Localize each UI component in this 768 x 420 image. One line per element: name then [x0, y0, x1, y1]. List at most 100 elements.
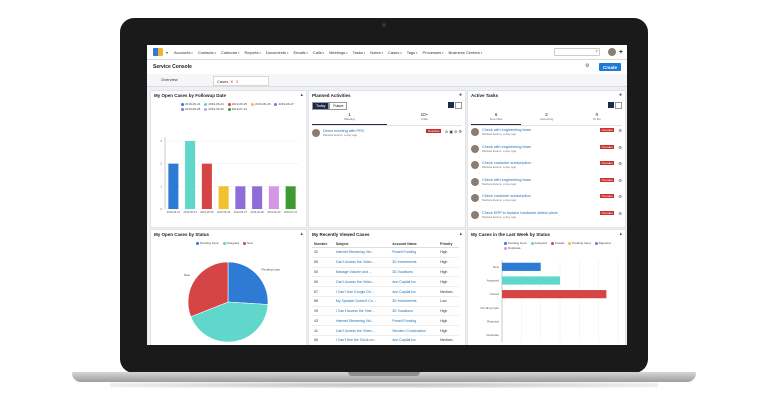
account-link[interactable]: 3D Investments — [390, 257, 439, 268]
collapse-icon[interactable]: ▴ — [300, 92, 303, 98]
table-row[interactable]: 41 Can't Access the Video... Sendero Const… — [312, 325, 459, 337]
nav-item-meetings[interactable]: Meetings — [329, 50, 348, 55]
table-row[interactable]: 57 I Can't Use Google Dri... Ann Capital I… — [312, 286, 459, 297]
bar[interactable] — [502, 276, 560, 285]
pie-slice[interactable] — [190, 301, 269, 343]
table-row[interactable]: 56 I Can't See the Clock on... Ann Capital… — [312, 335, 459, 345]
collapse-icon[interactable]: ● — [458, 92, 462, 98]
legend-entry[interactable]: 2019-07-01 — [227, 107, 247, 111]
collapse-icon[interactable]: ▴ — [459, 231, 462, 237]
delete-icon[interactable]: ⊘ — [454, 129, 458, 134]
table-row[interactable]: 43 Internet Streaming Vid... Powell Fundin… — [312, 315, 459, 327]
column-header[interactable]: Number — [312, 241, 334, 248]
user-avatar[interactable] — [607, 48, 616, 56]
nav-item-business-centers[interactable]: Business Centers — [449, 50, 483, 55]
bar[interactable] — [168, 163, 179, 209]
gear-icon[interactable]: ⚙ — [618, 177, 622, 183]
tab-cases[interactable]: Cases ✕ 2 — [213, 76, 269, 86]
bar[interactable] — [235, 186, 246, 209]
task-title-link[interactable]: Check with engineering team — [482, 177, 531, 182]
nav-item-notes[interactable]: Notes — [370, 50, 383, 55]
tab-today[interactable]: Today — [312, 102, 330, 110]
gear-icon[interactable]: ⚙ — [618, 161, 622, 166]
bar[interactable] — [218, 186, 229, 209]
chevron-down-icon[interactable]: ▾ — [166, 49, 169, 55]
activity-title-link[interactable]: Demo meeting with PRC — [323, 129, 365, 133]
gear-icon[interactable]: ⚙ — [585, 63, 590, 69]
nav-item-cases[interactable]: Cases — [388, 50, 402, 55]
account-link[interactable]: Ann Capital Inc — [390, 286, 439, 297]
task-row[interactable]: Check customer subscription Melissa Evans… — [471, 194, 622, 208]
subject-link[interactable]: Internet Streaming Vid... — [333, 247, 391, 258]
gear-icon[interactable]: ⚙ — [618, 128, 622, 133]
nav-item-accounts[interactable]: Accounts — [174, 50, 193, 55]
subject-link[interactable]: I Can't Use Google Dri... — [333, 286, 391, 297]
account-link[interactable]: Powell Funding — [390, 247, 439, 258]
account-link[interactable]: 3D Investments — [390, 296, 439, 307]
bar[interactable] — [252, 186, 263, 209]
legend-entry[interactable]: 2019-06-21 — [181, 102, 200, 106]
account-link[interactable]: Sendero Construction — [390, 325, 439, 337]
legend-entry[interactable]: Closed — [550, 241, 564, 245]
account-link[interactable]: Ann Capital Inc — [390, 276, 439, 288]
subject-link[interactable]: Can't Access the Video... — [333, 325, 391, 337]
legend-entry[interactable]: New — [242, 241, 253, 245]
counter-calls[interactable]: 10+ Calls — [387, 111, 462, 125]
nav-item-reports[interactable]: Reports — [245, 50, 261, 55]
tab-overview[interactable]: Overview — [161, 77, 178, 82]
filter-icon[interactable] — [455, 102, 462, 109]
collapse-icon[interactable]: ▴ — [619, 231, 622, 237]
legend-entry[interactable]: 2019-06-25 — [227, 102, 247, 106]
column-header[interactable]: Subject — [333, 241, 391, 248]
gear-icon[interactable]: ⚙ — [618, 210, 622, 216]
subject-link[interactable]: Can't Access the Video... — [333, 276, 391, 288]
table-row[interactable]: 55 Can't Access the Video... 3D Investment… — [312, 257, 459, 268]
counter-meetings[interactable]: 1 Meeting — [312, 111, 387, 125]
legend-entry[interactable]: Pending Input — [504, 241, 527, 245]
bar[interactable] — [285, 186, 296, 209]
table-row[interactable]: 42 Internet Streaming Vid... Powell Fundin… — [312, 247, 459, 258]
add-icon[interactable] — [448, 102, 454, 108]
counter-due-now[interactable]: 6 Due Now — [471, 111, 522, 125]
gear-icon[interactable]: ⚙ — [458, 129, 462, 134]
task-title-link[interactable]: Check ERP to replace hardware defect pie… — [482, 210, 558, 215]
app-logo-icon[interactable] — [153, 48, 163, 56]
subject-link[interactable]: I Can't See the Clock on... — [333, 335, 391, 345]
column-header[interactable]: Priority — [438, 241, 459, 248]
legend-entry[interactable]: 2019-06-30 — [204, 107, 224, 111]
bar[interactable] — [185, 141, 196, 209]
legend-entry[interactable]: Duplicate — [504, 246, 521, 250]
table-row[interactable]: 39 Can't Access the Video... Ann Capital I… — [312, 276, 459, 288]
bar[interactable] — [268, 186, 279, 209]
legend-entry[interactable]: Assigned — [222, 241, 239, 245]
legend-entry[interactable]: 2019-06-27 — [274, 102, 294, 106]
account-link[interactable]: Powell Funding — [390, 315, 439, 327]
pie-slice[interactable] — [227, 261, 269, 305]
check-icon[interactable]: ⊘ — [444, 129, 449, 134]
legend-entry[interactable]: Assigned — [530, 241, 547, 245]
task-title-link[interactable]: Check customer subscription — [482, 194, 531, 198]
nav-item-calendar[interactable]: Calendar — [221, 50, 240, 55]
legend-entry[interactable]: 2019-06-28 — [181, 107, 200, 111]
subject-link[interactable]: Manage Volume and ... — [333, 267, 391, 278]
nav-item-tags[interactable]: Tags — [407, 50, 418, 55]
task-row[interactable]: Check with engineering team Melissa Evans… — [471, 128, 622, 142]
task-row[interactable]: Check ERP to replace hardware defect pie… — [471, 210, 622, 225]
tab-future[interactable]: Future — [329, 102, 348, 110]
create-button[interactable]: Create — [599, 63, 621, 71]
collapse-icon[interactable]: ▴ — [300, 231, 303, 237]
table-row[interactable]: 50 Manage Volume and ... 3D Vocations High — [312, 267, 459, 278]
collapse-icon[interactable]: ● — [618, 92, 622, 98]
task-row[interactable]: Check with engineering team Melissa Evans… — [471, 177, 622, 192]
nav-item-emails[interactable]: Emails — [293, 50, 307, 55]
nav-item-tasks[interactable]: Tasks — [353, 50, 366, 55]
gear-icon[interactable]: ⚙ — [618, 144, 622, 150]
add-icon[interactable] — [608, 102, 614, 108]
account-link[interactable]: 3D Vocations — [390, 306, 439, 317]
task-title-link[interactable]: Check customer subscription — [482, 161, 531, 165]
legend-entry[interactable]: 2019-06-24 — [204, 102, 224, 106]
subject-link[interactable]: My Speaker Doesn't Co... — [333, 296, 391, 307]
column-header[interactable]: Account Name — [390, 241, 439, 248]
activity-row[interactable]: Demo meeting with PRC Melissa Evans, a d… — [312, 129, 462, 143]
table-row[interactable]: 58 My Speaker Doesn't Co... 3D Investments… — [312, 296, 459, 307]
